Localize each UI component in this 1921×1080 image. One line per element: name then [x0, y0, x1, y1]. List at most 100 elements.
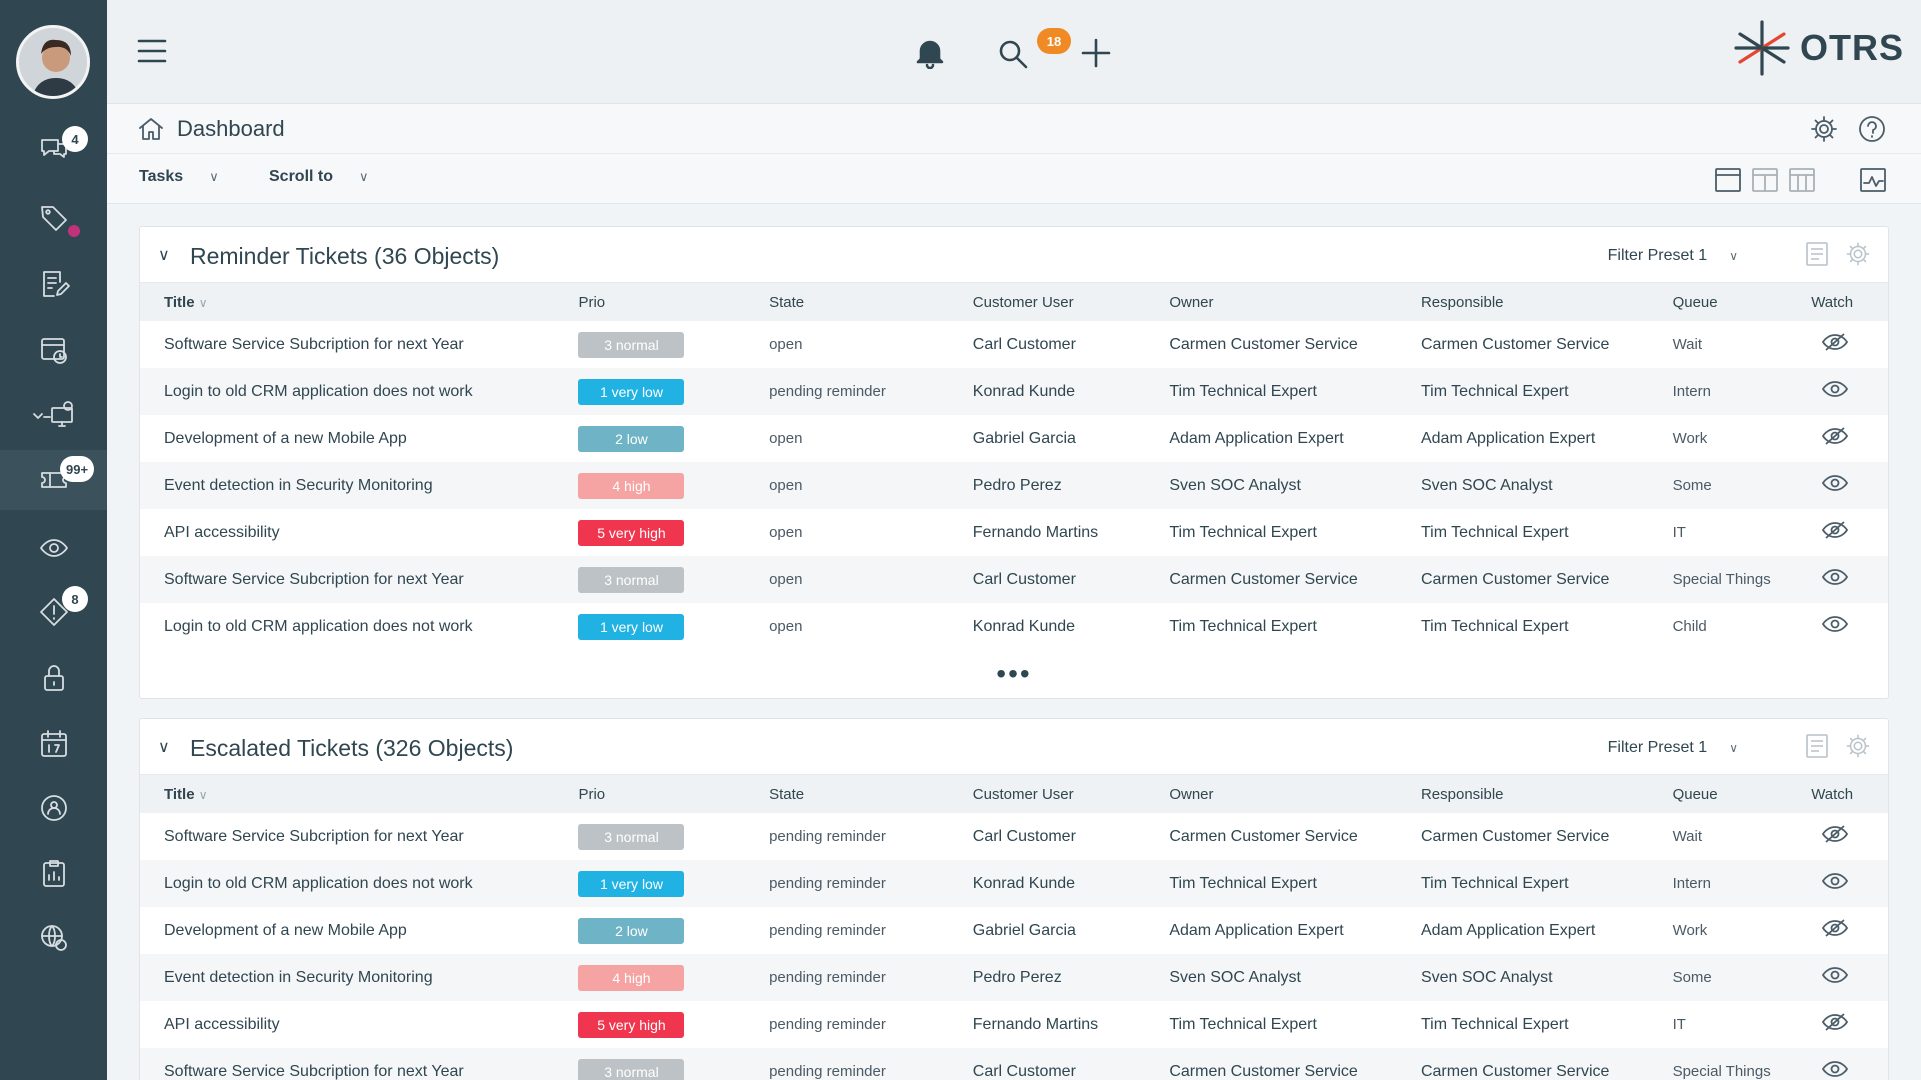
filter-preset-dropdown[interactable]: Filter Preset 1 ∨	[1608, 247, 1738, 265]
ticket-owner: Tim Technical Expert	[1169, 1015, 1317, 1033]
watch-toggle[interactable]	[1793, 907, 1888, 954]
table-row[interactable]: Event detection in Security Monitoring 4 …	[140, 462, 1888, 509]
table-row[interactable]: Software Service Subcription for next Ye…	[140, 1048, 1888, 1080]
layout-one-column-button[interactable]	[1714, 166, 1742, 199]
user-avatar[interactable]	[16, 25, 90, 99]
layout-two-column-button[interactable]	[1751, 166, 1779, 199]
watch-toggle[interactable]	[1793, 954, 1888, 1001]
collapse-toggle[interactable]: ∨	[158, 247, 170, 264]
column-header[interactable]: Queue	[1672, 785, 1718, 803]
sidebar-item-reports[interactable]	[0, 844, 107, 904]
ticket-title[interactable]: Software Service Subcription for next Ye…	[164, 1062, 464, 1080]
search-button[interactable]	[997, 38, 1029, 75]
column-header[interactable]: State	[769, 785, 805, 803]
collapse-toggle[interactable]: ∨	[158, 739, 170, 756]
widget-settings-button[interactable]	[1844, 731, 1872, 766]
ticket-title[interactable]: API accessibility	[164, 523, 280, 541]
watch-toggle[interactable]	[1793, 860, 1888, 907]
table-row[interactable]: Software Service Subcription for next Ye…	[140, 556, 1888, 603]
ticket-title[interactable]: Software Service Subcription for next Ye…	[164, 335, 464, 353]
logo-text: OTRS	[1800, 27, 1905, 68]
sidebar-item-team[interactable]	[0, 778, 107, 838]
sidebar-item-settings[interactable]	[0, 908, 107, 968]
watch-toggle[interactable]	[1793, 556, 1888, 603]
column-settings-button[interactable]	[1804, 239, 1832, 274]
sidebar-item-locked[interactable]	[0, 648, 107, 708]
column-header[interactable]: Title ∨	[164, 293, 208, 311]
table-row[interactable]: Login to old CRM application does not wo…	[140, 603, 1888, 650]
column-header[interactable]: Prio	[578, 785, 606, 803]
ticket-title[interactable]: Login to old CRM application does not wo…	[164, 382, 473, 400]
sidebar-item-notes[interactable]	[0, 254, 107, 314]
layout-three-column-button[interactable]	[1788, 166, 1816, 199]
ticket-title[interactable]: Event detection in Security Monitoring	[164, 476, 433, 494]
column-header[interactable]: Prio	[578, 293, 606, 311]
table-row[interactable]: API accessibility 5 very high open Fernando…	[140, 509, 1888, 556]
table-row[interactable]: API accessibility 5 very high pending remi…	[140, 1001, 1888, 1048]
column-header[interactable]: Queue	[1672, 293, 1718, 311]
table-row[interactable]: Development of a new Mobile App 2 low pend…	[140, 907, 1888, 954]
column-header[interactable]: Title ∨	[164, 785, 208, 803]
watch-toggle[interactable]	[1793, 603, 1888, 650]
table-row[interactable]: Software Service Subcription for next Ye…	[140, 813, 1888, 860]
table-row[interactable]: Login to old CRM application does not wo…	[140, 368, 1888, 415]
table-row[interactable]: Software Service Subcription for next Ye…	[140, 321, 1888, 368]
watch-toggle[interactable]	[1793, 509, 1888, 556]
column-header[interactable]: Customer User	[972, 785, 1074, 803]
column-header[interactable]: Owner	[1169, 293, 1214, 311]
dashboard-settings-button[interactable]	[1809, 114, 1839, 149]
ticket-table: Title ∨ Prio State Customer User Owner Respon…	[140, 283, 1888, 650]
sidebar-item-tags[interactable]	[0, 188, 107, 248]
home-button[interactable]	[137, 116, 165, 147]
ticket-title[interactable]: Software Service Subcription for next Ye…	[164, 570, 464, 588]
ticket-title[interactable]: Event detection in Security Monitoring	[164, 968, 433, 986]
sidebar-item-watched[interactable]	[0, 518, 107, 578]
help-button[interactable]	[1857, 114, 1887, 149]
ticket-title[interactable]: Development of a new Mobile App	[164, 429, 407, 447]
column-settings-button[interactable]	[1804, 731, 1832, 766]
watch-toggle[interactable]	[1793, 368, 1888, 415]
watch-toggle[interactable]	[1793, 321, 1888, 368]
watch-toggle[interactable]	[1793, 1001, 1888, 1048]
ticket-title[interactable]: Login to old CRM application does not wo…	[164, 617, 473, 635]
show-more-button[interactable]: •••	[996, 658, 1032, 689]
watch-toggle[interactable]	[1793, 1048, 1888, 1080]
sidebar-item-schedule[interactable]	[0, 320, 107, 380]
watch-toggle[interactable]	[1793, 813, 1888, 860]
column-header[interactable]: Responsible	[1420, 293, 1504, 311]
column-header[interactable]: State	[769, 293, 805, 311]
ticket-responsible: Sven SOC Analyst	[1420, 968, 1553, 986]
column-header[interactable]: Customer User	[972, 293, 1074, 311]
create-button[interactable]	[1081, 38, 1111, 73]
sidebar-item-monitor[interactable]	[0, 386, 107, 446]
tag-icon	[40, 206, 67, 231]
filter-preset-dropdown[interactable]: Filter Preset 1 ∨	[1608, 739, 1738, 757]
table-row[interactable]: Development of a new Mobile App 2 low open…	[140, 415, 1888, 462]
ticket-title[interactable]: Software Service Subcription for next Ye…	[164, 827, 464, 845]
ticket-title[interactable]: Development of a new Mobile App	[164, 921, 407, 939]
tasks-dropdown[interactable]: Tasks ∨	[139, 168, 219, 186]
table-row[interactable]: Event detection in Security Monitoring 4 …	[140, 954, 1888, 1001]
watch-toggle[interactable]	[1793, 462, 1888, 509]
column-header[interactable]: Watch	[1811, 785, 1854, 803]
help-icon	[1859, 116, 1885, 142]
sidebar-item-calendar[interactable]	[0, 714, 107, 774]
ticket-state: pending reminder	[769, 1016, 886, 1033]
otrs-logo[interactable]: OTRS	[1732, 18, 1904, 78]
column-header[interactable]: Watch	[1811, 293, 1854, 311]
column-header[interactable]: Owner	[1169, 785, 1214, 803]
sidebar-item-escalations[interactable]: 8	[0, 582, 107, 642]
sidebar-item-chat[interactable]: 4	[0, 118, 107, 178]
statistics-button[interactable]	[1859, 166, 1887, 199]
watch-toggle[interactable]	[1793, 415, 1888, 462]
widget-settings-button[interactable]	[1844, 239, 1872, 274]
sidebar-item-tickets[interactable]: 99+	[0, 450, 107, 510]
scroll-to-dropdown[interactable]: Scroll to ∨	[269, 168, 369, 186]
ticket-title[interactable]: API accessibility	[164, 1015, 280, 1033]
table-row[interactable]: Login to old CRM application does not wo…	[140, 860, 1888, 907]
notifications-button[interactable]	[915, 37, 945, 74]
ticket-state: pending reminder	[769, 1063, 886, 1080]
column-header[interactable]: Responsible	[1420, 785, 1504, 803]
ticket-title[interactable]: Login to old CRM application does not wo…	[164, 874, 473, 892]
menu-button[interactable]	[137, 38, 167, 69]
